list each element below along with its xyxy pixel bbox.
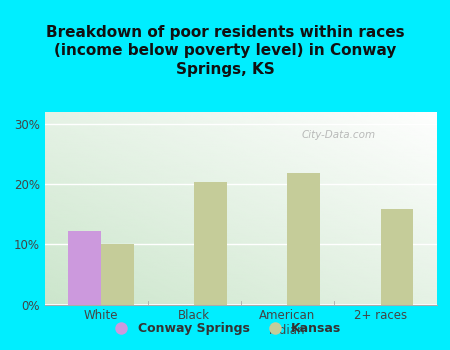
Bar [101,244,134,304]
Bar [381,209,413,304]
Legend: Conway Springs, Kansas: Conway Springs, Kansas [104,317,346,340]
Text: City-Data.com: City-Data.com [302,130,376,140]
Text: Breakdown of poor residents within races
(income below poverty level) in Conway
: Breakdown of poor residents within races… [46,25,404,77]
Bar [288,173,320,304]
Bar [68,231,101,304]
Bar [194,182,227,304]
